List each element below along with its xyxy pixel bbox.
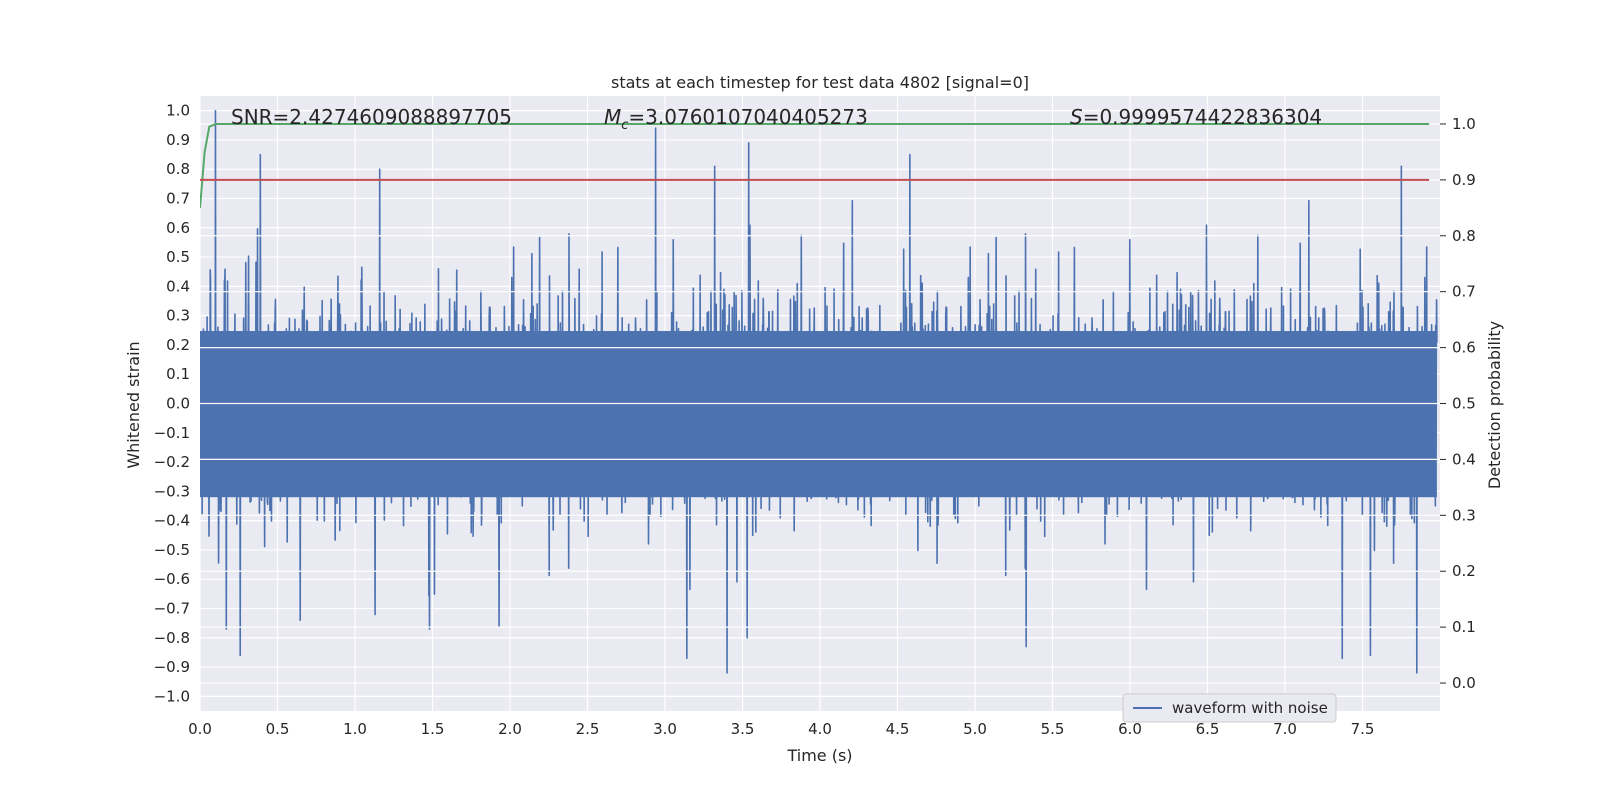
right-axis-ticks: 1.0 0.9 0.8 0.7 0.6 0.5 0.4 0.3 0.2 0.1 0.0 [1440, 115, 1476, 692]
left-tick-label: 0.1 [166, 365, 190, 383]
x-tick-label: 3.5 [731, 720, 755, 738]
s-annotation: S=0.9999574422836304 [1070, 105, 1322, 129]
left-axis-ticks: 1.0 0.9 0.8 0.7 0.6 0.5 0.4 0.3 0.2 0.1 0.0 −0.1 −0.… [154, 102, 190, 706]
x-tick-label: 1.0 [343, 720, 367, 738]
left-tick-label: 0.6 [166, 219, 190, 237]
right-tick-label: 0.0 [1452, 674, 1476, 692]
chart-title: stats at each timestep for test data 480… [611, 73, 1029, 92]
left-tick-label: 0.0 [166, 395, 190, 413]
x-tick-label: 3.0 [653, 720, 677, 738]
left-tick-label: −0.9 [154, 658, 190, 676]
snr-annotation: SNR=2.4274609088897705 [231, 105, 512, 129]
right-tick-label: 0.9 [1452, 171, 1476, 189]
x-axis-label: Time (s) [786, 746, 852, 765]
right-tick-label: 0.6 [1452, 339, 1476, 357]
x-tick-label: 6.0 [1118, 720, 1142, 738]
left-tick-label: 0.3 [166, 307, 190, 325]
right-axis-label: Detection probability [1485, 321, 1504, 489]
left-tick-label: 1.0 [166, 102, 190, 120]
x-tick-label: 2.0 [498, 720, 522, 738]
x-tick-label: 4.0 [808, 720, 832, 738]
legend-label-waveform: waveform with noise [1172, 699, 1328, 717]
left-tick-label: 0.9 [166, 131, 190, 149]
x-tick-label: 4.5 [886, 720, 910, 738]
left-axis-label: Whitened strain [124, 341, 143, 468]
x-tick-label: 1.5 [421, 720, 445, 738]
probability-line [200, 122, 1430, 208]
mc-subscript: c [621, 118, 628, 133]
right-tick-label: 0.3 [1452, 506, 1476, 524]
right-tick-label: 0.8 [1452, 227, 1476, 245]
s-symbol: S [1070, 105, 1083, 129]
x-axis-ticks: 0.0 0.5 1.0 1.5 2.0 2.5 3.0 3.5 4.0 4.5 5.0 5.5 6.0 6… [188, 720, 1374, 738]
left-tick-label: −0.6 [154, 570, 190, 588]
x-tick-label: 7.0 [1273, 720, 1297, 738]
right-tick-label: 0.2 [1452, 562, 1476, 580]
right-tick-label: 0.5 [1452, 395, 1476, 413]
left-tick-label: 0.4 [166, 277, 190, 295]
s-value: =0.9999574422836304 [1083, 105, 1322, 129]
probability-series [200, 122, 1430, 208]
mc-value: =3.0760107040405273 [628, 105, 867, 129]
x-tick-label: 5.0 [963, 720, 987, 738]
legend-box [1122, 693, 1337, 723]
left-tick-label: 0.8 [166, 160, 190, 178]
left-tick-label: −0.3 [154, 482, 190, 500]
x-tick-label: 6.5 [1196, 720, 1220, 738]
x-tick-label: 7.5 [1351, 720, 1375, 738]
right-tick-label: 0.7 [1452, 283, 1476, 301]
right-tick-label: 0.1 [1452, 618, 1476, 636]
left-tick-label: −0.7 [154, 600, 190, 618]
left-tick-label: −1.0 [154, 687, 190, 705]
mc-annotation: Mc=3.0760107040405273 [604, 105, 868, 133]
x-tick-label: 0.0 [188, 720, 212, 738]
x-tick-label: 2.5 [576, 720, 600, 738]
legend: waveform with noise [1122, 693, 1337, 723]
left-tick-label: −0.5 [154, 541, 190, 559]
right-tick-label: 0.4 [1452, 450, 1476, 468]
left-tick-label: 0.2 [166, 336, 190, 354]
waveform-core [200, 331, 1437, 498]
x-tick-label: 5.5 [1041, 720, 1065, 738]
left-tick-label: 0.7 [166, 190, 190, 208]
left-tick-label: −0.8 [154, 629, 190, 647]
left-tick-label: −0.4 [154, 512, 190, 530]
waveform-series [200, 109, 1438, 674]
left-tick-label: −0.1 [154, 424, 190, 442]
right-tick-label: 1.0 [1452, 115, 1476, 133]
left-tick-label: −0.2 [154, 453, 190, 471]
left-tick-label: 0.5 [166, 248, 190, 266]
x-tick-label: 0.5 [266, 720, 290, 738]
mc-symbol: M [604, 105, 621, 129]
